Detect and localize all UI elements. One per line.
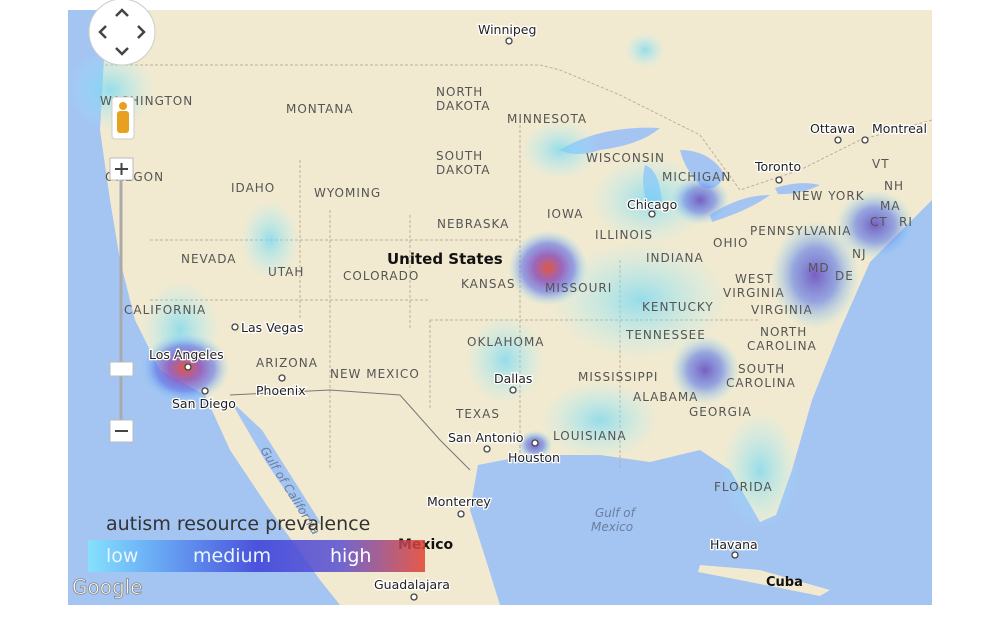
legend: autism resource prevalence low medium hi…: [88, 513, 425, 572]
state-label: WYOMING: [314, 186, 381, 200]
country-label: Cuba: [766, 575, 803, 590]
map[interactable]: WASHINGTON OREGON MONTANA NORTH DAKOTA MI…: [65, 10, 932, 605]
state-label: ILLINOIS: [595, 228, 653, 242]
city-label: San Antonio: [448, 430, 524, 445]
state-label: GEORGIA: [689, 405, 752, 419]
state-label: MD: [808, 261, 830, 275]
state-label: VT: [872, 157, 890, 171]
city-label: Guadalajara: [374, 577, 450, 592]
state-label: NEVADA: [181, 252, 236, 266]
city-label: Phoenix: [256, 383, 306, 398]
city-label: Houston: [508, 450, 560, 465]
city-label: Dallas: [494, 371, 532, 386]
state-label: PENNSYLVANIA: [750, 224, 851, 238]
state-label: SOUTH CAROLINA: [726, 362, 796, 390]
city-label: Los Angeles: [149, 347, 224, 362]
state-label: INDIANA: [646, 251, 704, 265]
legend-bar: [88, 540, 425, 572]
state-label: MISSOURI: [545, 281, 612, 295]
legend-level: medium: [193, 545, 271, 567]
city-label: San Diego: [172, 396, 236, 411]
state-label: ARIZONA: [256, 356, 318, 370]
cuba: [698, 565, 830, 596]
water-label: Gulf of Mexico: [591, 506, 637, 534]
state-label: KENTUCKY: [642, 300, 714, 314]
state-label: OHIO: [713, 236, 748, 250]
state-label: CALIFORNIA: [124, 303, 206, 317]
state-label: DE: [835, 269, 854, 283]
state-label: NJ: [852, 247, 867, 261]
state-label: NH: [884, 179, 904, 193]
legend-level: high: [330, 545, 371, 567]
state-label: MONTANA: [286, 102, 354, 116]
country-label: United States: [387, 250, 503, 268]
state-label: SOUTH DAKOTA: [436, 149, 491, 177]
city-label: Monterrey: [427, 494, 491, 509]
state-label: VIRGINIA: [751, 303, 813, 317]
state-label: KANSAS: [461, 277, 516, 291]
gulf-california: [230, 400, 322, 525]
city-label: Winnipeg: [478, 22, 536, 37]
state-label: NEW MEXICO: [330, 367, 420, 381]
city-label: Las Vegas: [241, 320, 304, 335]
attribution: Google: [72, 575, 143, 599]
state-label: MISSISSIPPI: [578, 370, 658, 384]
state-label: IOWA: [547, 207, 583, 221]
city-label: Ottawa: [810, 121, 855, 136]
state-label: UTAH: [268, 265, 304, 279]
city-label: Havana: [710, 537, 758, 552]
state-label: NORTH CAROLINA: [747, 325, 817, 353]
pacific: [68, 10, 340, 605]
state-label: FLORIDA: [714, 480, 773, 494]
legend-level: low: [106, 545, 138, 567]
state-label: MA: [880, 199, 901, 213]
gulf-atlantic: [470, 200, 932, 605]
state-label: RI: [899, 215, 913, 229]
city-label: Montreal: [872, 121, 927, 136]
state-label: NEBRASKA: [437, 217, 509, 231]
city-label: Toronto: [754, 159, 801, 174]
cities: Winnipeg Ottawa Montreal Toronto Chicago…: [148, 21, 928, 601]
state-label: WEST VIRGINIA: [723, 272, 785, 300]
state-label: ALABAMA: [633, 390, 698, 404]
pan-control[interactable]: [88, 0, 156, 66]
state-label: NORTH DAKOTA: [436, 85, 491, 113]
state-label: MICHIGAN: [662, 170, 731, 184]
state-label: CT: [870, 215, 888, 229]
state-label: WISCONSIN: [586, 151, 665, 165]
city-label: Chicago: [627, 197, 677, 212]
map-controls: [88, 0, 156, 443]
state-label: LOUISIANA: [553, 429, 627, 443]
state-label: TEXAS: [455, 407, 500, 421]
state-label: TENNESSEE: [625, 328, 706, 342]
state-label: MINNESOTA: [507, 112, 587, 126]
state-label: COLORADO: [343, 269, 419, 283]
state-label: OKLAHOMA: [467, 335, 545, 349]
state-labels: WASHINGTON OREGON MONTANA NORTH DAKOTA MI…: [100, 85, 913, 494]
state-label: NEW YORK: [792, 189, 865, 203]
zoom-slider[interactable]: [109, 361, 134, 377]
heatmap: [68, 32, 915, 530]
legend-title: autism resource prevalence: [106, 513, 370, 535]
state-label: IDAHO: [231, 181, 275, 195]
